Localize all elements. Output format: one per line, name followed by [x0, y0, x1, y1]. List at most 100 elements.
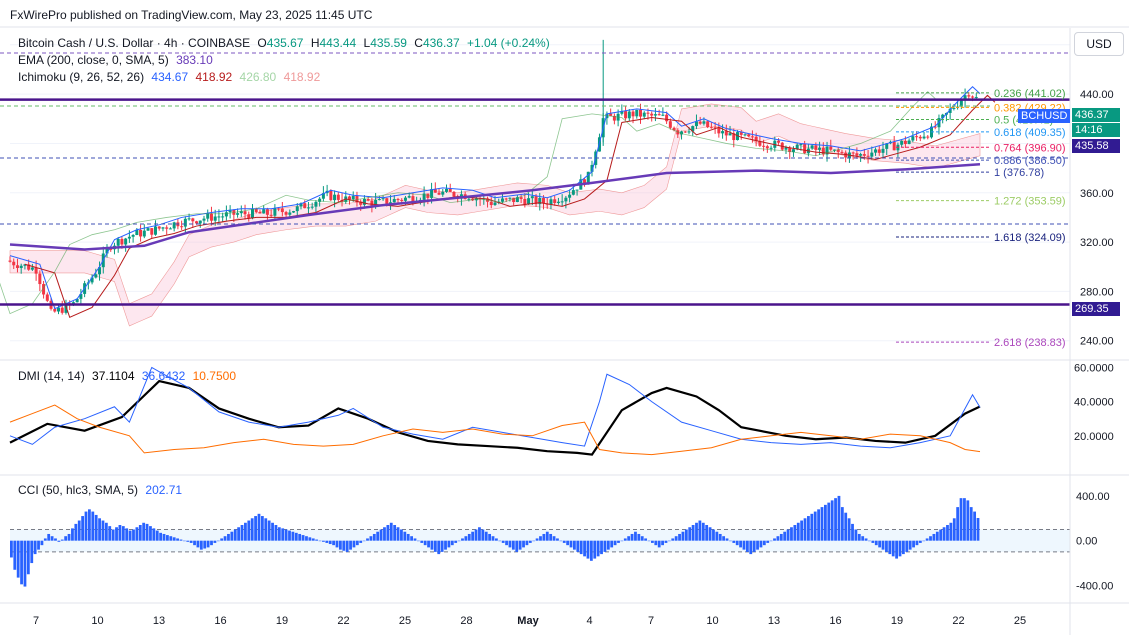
- fib-level-label: 0.886 (386.50): [994, 155, 1066, 167]
- cci-bar: [671, 538, 675, 541]
- close-label: C: [414, 36, 423, 50]
- candle-body: [631, 111, 635, 117]
- candle-body: [318, 198, 322, 202]
- cci-bar: [369, 536, 373, 541]
- candle-body: [881, 148, 885, 153]
- cci-bar: [40, 540, 44, 546]
- cci-bar: [844, 512, 848, 541]
- dmi-pane[interactable]: [9, 366, 981, 456]
- ichimoku-legend[interactable]: Ichimoku (9, 26, 52, 26) 434.67 418.92 4…: [18, 70, 324, 84]
- cci-bar: [810, 513, 814, 541]
- cci-bar: [10, 540, 13, 558]
- candle-body: [243, 211, 247, 215]
- cci-bar: [71, 528, 74, 541]
- cci-bar: [322, 540, 325, 542]
- cci-bar: [372, 533, 376, 541]
- cci-pane[interactable]: [10, 495, 1070, 587]
- candle-body: [98, 267, 102, 275]
- cci-bar: [749, 540, 753, 555]
- cci-bar: [837, 495, 841, 541]
- time-tick-label: 7: [648, 615, 654, 627]
- symbol-legend[interactable]: Bitcoin Cash / U.S. Dollar · 4h · COINBA…: [18, 36, 554, 50]
- cci-bar: [796, 522, 800, 541]
- candle-body: [814, 145, 818, 150]
- candle-body: [448, 188, 452, 192]
- candle-body: [571, 190, 575, 195]
- candle-body: [370, 200, 374, 206]
- candle-body: [650, 113, 654, 116]
- cci-bar: [142, 522, 146, 541]
- candle-body: [445, 188, 448, 192]
- candle-body: [500, 198, 504, 202]
- cci-bar: [613, 540, 617, 546]
- candle-body: [818, 147, 822, 150]
- cci-bar: [189, 540, 193, 543]
- dmi-legend[interactable]: DMI (14, 14) 37.1104 36.6432 10.7500: [18, 369, 240, 383]
- candle-body: [124, 238, 128, 245]
- currency-button[interactable]: USD: [1074, 32, 1124, 56]
- candle-body: [706, 121, 710, 128]
- candle-body: [329, 190, 333, 201]
- ichimoku-chikou-line: [0, 91, 936, 315]
- cci-bar: [433, 540, 437, 552]
- candle-body: [769, 147, 773, 149]
- candle-body: [694, 121, 698, 127]
- cci-bar: [762, 540, 766, 546]
- candle-body: [915, 136, 919, 138]
- price-pane[interactable]: 0.236 (441.02)0.382 (429.22)0.5 (419.41)…: [0, 39, 1070, 349]
- cci-bar: [410, 536, 414, 541]
- cci-bar: [834, 498, 837, 541]
- cci-bar: [23, 540, 27, 587]
- candle-body: [228, 209, 232, 213]
- cci-bar: [220, 538, 224, 541]
- candle-body: [553, 199, 557, 203]
- candle-body: [441, 191, 445, 195]
- cci-bar: [661, 540, 664, 546]
- cci-label: CCI (50, hlc3, SMA, 5): [18, 483, 139, 497]
- candle-body: [295, 206, 299, 212]
- cci-bar: [406, 533, 410, 541]
- candle-body: [564, 197, 568, 202]
- time-tick-label: May: [517, 615, 539, 627]
- cci-bar: [803, 518, 807, 541]
- candle-body: [191, 218, 195, 222]
- cci-bar: [766, 540, 770, 543]
- fib-level-label: 1.272 (353.59): [994, 196, 1066, 208]
- candle-body: [833, 149, 836, 151]
- candle-body: [310, 206, 314, 208]
- cci-legend[interactable]: CCI (50, hlc3, SMA, 5) 202.71: [18, 483, 186, 497]
- candle-body: [277, 208, 281, 210]
- candle-body: [624, 111, 628, 119]
- candle-body: [665, 114, 669, 122]
- cci-bar: [260, 516, 264, 541]
- candle-body: [79, 293, 83, 299]
- candle-body: [452, 191, 456, 197]
- cci-bar: [684, 529, 688, 541]
- candle-body: [911, 136, 915, 141]
- cci-bar: [542, 533, 546, 541]
- candle-body: [94, 274, 98, 278]
- candle-body: [489, 201, 493, 206]
- cci-bar: [705, 525, 709, 541]
- candle-body: [791, 149, 795, 153]
- candle-body: [90, 277, 94, 283]
- candle-body: [948, 108, 952, 113]
- cci-bar: [244, 522, 247, 541]
- cci-bar: [674, 536, 678, 541]
- cci-bar: [237, 527, 241, 541]
- candle-body: [75, 298, 79, 303]
- cci-bar: [905, 540, 909, 552]
- candle-body: [512, 197, 516, 202]
- level-badge-upper: 435.58: [1072, 139, 1120, 153]
- cci-bar: [874, 540, 878, 546]
- cci-bar: [91, 511, 95, 541]
- cci-bar: [739, 540, 742, 548]
- cci-bar: [403, 531, 407, 541]
- cci-bar: [691, 525, 695, 541]
- cci-bar: [647, 540, 651, 542]
- ema-legend[interactable]: EMA (200, close, 0, SMA, 5) 383.10: [18, 53, 217, 67]
- close-value: 436.37: [422, 36, 460, 50]
- cci-bar: [437, 540, 441, 555]
- candle-body: [661, 114, 665, 116]
